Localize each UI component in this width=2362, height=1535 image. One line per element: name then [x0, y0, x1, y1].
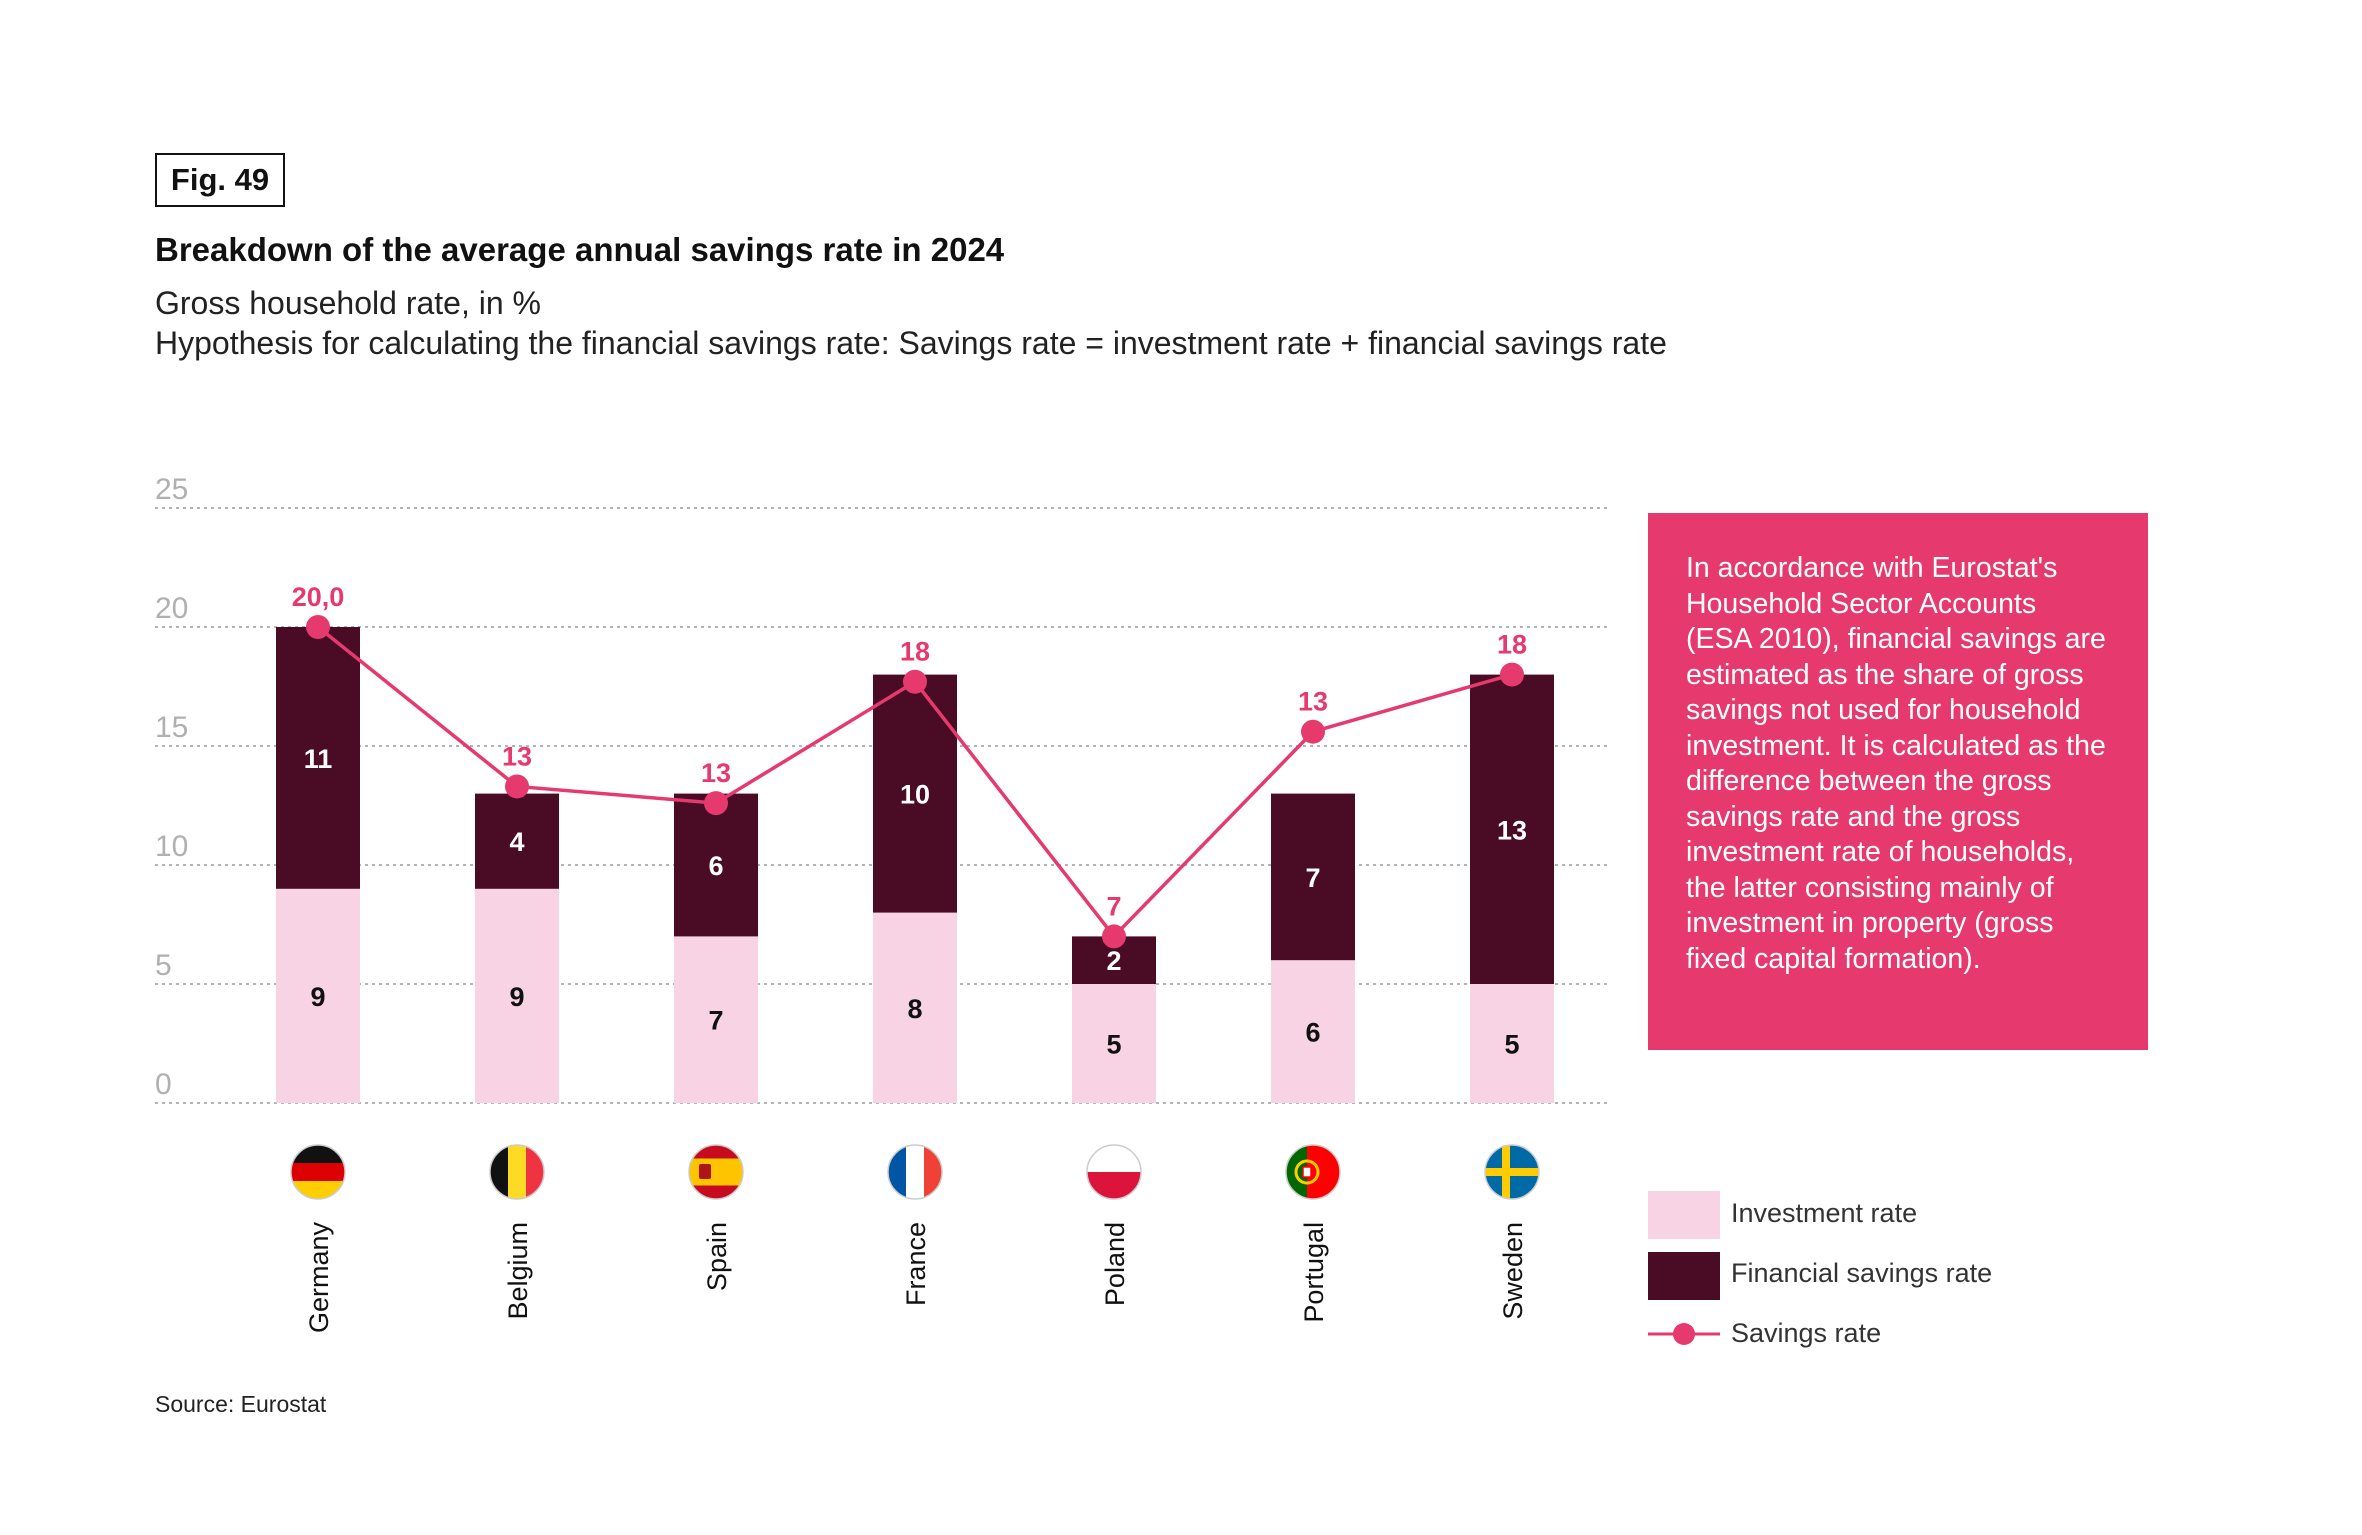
data-label-savings: 18 [1497, 630, 1527, 660]
flag-border [1285, 1144, 1341, 1200]
x-tick-label-portugal: Portugal [1299, 1222, 1329, 1323]
y-tick-label: 5 [155, 949, 172, 982]
data-label-financial: 10 [900, 780, 930, 810]
flag-border [489, 1144, 545, 1200]
y-tick-label: 20 [155, 592, 188, 625]
data-label-investment: 5 [1504, 1030, 1519, 1060]
flag-border [290, 1144, 346, 1200]
savings-point-france [903, 669, 927, 694]
flag-belgium-icon [489, 1144, 545, 1200]
data-label-savings: 20,0 [292, 582, 345, 612]
bar-financial-france [873, 674, 957, 913]
y-tick-label: 10 [155, 830, 188, 863]
flag-fill [1286, 1145, 1340, 1199]
flag-fill [689, 1145, 743, 1199]
legend-financial-label: Financial savings rate [1731, 1258, 1993, 1288]
x-tick-label-poland: Poland [1100, 1222, 1130, 1306]
flag-border [1086, 1144, 1142, 1200]
bar-investment-france [873, 912, 957, 1103]
chart-subtitle: Gross household rate, in % [155, 285, 541, 321]
bar-financial-spain [674, 793, 758, 937]
data-label-investment: 9 [509, 982, 524, 1012]
flag-poland-icon [1086, 1144, 1142, 1200]
savings-point-poland [1102, 924, 1126, 949]
bar-investment-belgium [475, 888, 559, 1103]
bar-financial-portugal [1271, 793, 1355, 961]
x-tick-label-belgium: Belgium [503, 1222, 533, 1320]
bar-financial-belgium [475, 793, 559, 889]
flag-portugal-icon [1285, 1144, 1341, 1200]
data-label-investment: 8 [907, 994, 922, 1024]
x-tick-label-france: France [901, 1222, 931, 1306]
data-label-investment: 7 [708, 1006, 723, 1036]
data-label-financial: 7 [1305, 863, 1320, 893]
legend-savings-label: Savings rate [1731, 1318, 1882, 1348]
savings-point-spain [704, 791, 728, 816]
y-tick-label: 0 [155, 1068, 172, 1101]
data-label-savings: 13 [1298, 687, 1328, 717]
flag-sweden-icon [1484, 1144, 1540, 1200]
chart-title: Breakdown of the average annual savings … [155, 231, 1005, 268]
x-tick-label-germany: Germany [304, 1222, 334, 1334]
flag-border [688, 1144, 744, 1200]
data-label-financial: 2 [1106, 946, 1121, 976]
savings-point-portugal [1301, 719, 1325, 744]
savings-point-germany [306, 615, 330, 639]
legend-investment-swatch [1648, 1191, 1720, 1239]
data-label-investment: 6 [1305, 1018, 1320, 1048]
y-tick-label: 25 [155, 473, 188, 506]
flag-france-icon [887, 1144, 943, 1200]
bar-investment-sweden [1470, 984, 1554, 1103]
chart-hypothesis: Hypothesis for calculating the financial… [155, 325, 1667, 361]
figure-label: Fig. 49 [155, 153, 285, 207]
flag-fill [291, 1145, 345, 1199]
data-label-financial: 4 [509, 827, 524, 857]
bar-investment-portugal [1271, 960, 1355, 1103]
data-label-investment: 5 [1106, 1030, 1121, 1060]
data-label-financial: 13 [1497, 815, 1527, 845]
x-tick-label-sweden: Sweden [1498, 1222, 1528, 1320]
savings-point-belgium [505, 774, 529, 799]
legend-investment-label: Investment rate [1731, 1198, 1918, 1228]
data-label-investment: 9 [310, 982, 325, 1012]
legend-financial-swatch [1648, 1252, 1720, 1300]
flag-spain-icon [688, 1144, 744, 1200]
flag-fill [888, 1145, 942, 1199]
flag-fill [490, 1145, 544, 1199]
bar-investment-poland [1072, 984, 1156, 1103]
x-tick-label-spain: Spain [702, 1222, 732, 1291]
bar-financial-germany [276, 627, 360, 889]
bar-investment-germany [276, 888, 360, 1103]
bar-financial-sweden [1470, 674, 1554, 984]
flag-germany-icon [290, 1144, 346, 1200]
flag-border [1484, 1144, 1540, 1200]
savings-point-sweden [1500, 662, 1524, 687]
methodology-note: In accordance with Eurostat's Household … [1648, 513, 2148, 1050]
data-label-financial: 6 [708, 851, 723, 881]
flag-border [887, 1144, 943, 1200]
data-label-financial: 11 [304, 744, 333, 774]
data-label-savings: 7 [1106, 891, 1121, 921]
data-label-savings: 13 [701, 758, 731, 788]
bar-investment-spain [674, 936, 758, 1103]
data-label-savings: 18 [900, 637, 930, 667]
flag-fill [1485, 1145, 1539, 1199]
y-tick-label: 15 [155, 711, 188, 744]
source-note: Source: Eurostat [155, 1391, 327, 1417]
legend-savings-marker [1648, 1323, 1720, 1345]
data-label-savings: 13 [502, 741, 532, 771]
